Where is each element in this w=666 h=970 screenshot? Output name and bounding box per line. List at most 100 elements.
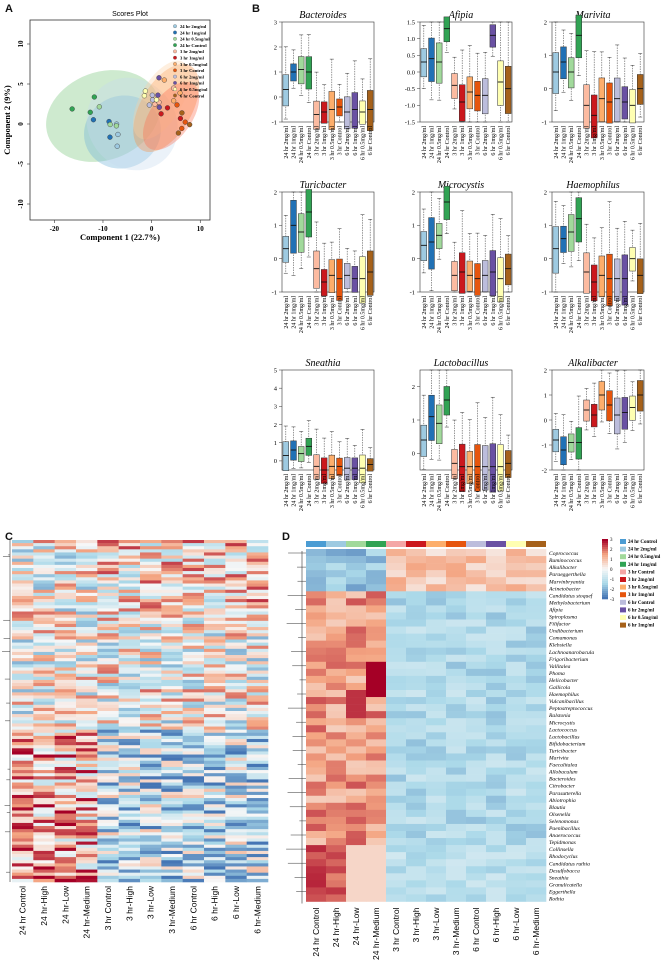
scores-ytick-label: 10 xyxy=(17,40,25,48)
heatmap-c-cell xyxy=(182,692,205,696)
heatmap-c-cell xyxy=(12,655,34,659)
heatmap-d-cell xyxy=(526,746,547,754)
heatmap-d-cell xyxy=(306,823,327,832)
heatmap-c-cell xyxy=(76,841,98,845)
boxplot-box xyxy=(482,445,489,491)
boxplot-box xyxy=(614,258,621,301)
boxplot-box xyxy=(328,259,335,293)
heatmap-c-cell xyxy=(12,630,34,634)
heatmap-c-cell xyxy=(33,636,55,640)
heatmap-c-cell xyxy=(246,711,269,715)
heatmap-c-cell xyxy=(182,732,205,737)
heatmap-d-cell xyxy=(386,633,407,641)
heatmap-d-cell xyxy=(466,852,487,860)
heatmap-c-cell xyxy=(54,679,77,684)
heatmap-c-cell xyxy=(182,816,205,821)
boxplot-group-label: 3 hr 1mg/ml xyxy=(460,296,466,326)
heatmap-c-cell xyxy=(140,838,162,842)
heatmap-c-cell xyxy=(161,667,183,671)
heatmap-c-cell xyxy=(54,726,77,730)
heatmap-c-cell xyxy=(97,658,119,662)
heatmap-d-cell xyxy=(306,838,327,846)
heatmap-c-cell xyxy=(161,599,183,603)
heatmap-c-cell xyxy=(76,567,98,572)
heatmap-c-cell xyxy=(182,714,205,718)
heatmap-c-cell xyxy=(225,754,247,758)
heatmap-c-cell xyxy=(161,558,183,563)
heatmap-c-cell xyxy=(97,586,119,591)
heatmap-c-cell xyxy=(161,720,183,724)
heatmap-c-cell xyxy=(225,816,247,821)
heatmap-c-cell xyxy=(225,655,247,659)
heatmap-d-cell xyxy=(326,668,347,677)
heatmap-c-cell xyxy=(97,872,119,877)
heatmap-c-cell xyxy=(161,816,183,821)
heatmap-c-cell xyxy=(12,798,34,802)
heatmap-c-cell xyxy=(54,878,77,883)
heatmap-d-cell xyxy=(406,873,427,881)
heatmap-d-row-label: Peptostreptococcus xyxy=(548,706,593,712)
heatmap-d-cell xyxy=(326,633,347,641)
heatmap-c-cell xyxy=(54,549,77,553)
heatmap-c-cell xyxy=(33,754,55,758)
boxplot-group-label: 6 hr 2mg/ml xyxy=(615,126,621,156)
heatmap-c-cell xyxy=(12,583,34,587)
boxplot-box xyxy=(637,258,644,294)
heatmap-c-cell xyxy=(140,648,162,653)
heatmap-c-cell xyxy=(140,595,162,600)
heatmap-c-cell xyxy=(12,770,34,774)
heatmap-c-cell xyxy=(33,745,55,749)
heatmap-c-cell xyxy=(76,832,98,836)
heatmap-c-cell xyxy=(118,627,141,631)
heatmap-d-cell xyxy=(446,866,467,874)
heatmap-d-scale-step xyxy=(602,593,608,596)
boxplot-group-label: 24 hr 0.5mg/ml xyxy=(299,296,305,333)
heatmap-c-cell xyxy=(118,872,141,877)
heatmap-c-cell xyxy=(161,673,183,678)
boxplot-frame xyxy=(281,369,375,471)
heatmap-d-cell xyxy=(506,563,527,571)
heatmap-d-cell xyxy=(366,781,387,789)
heatmap-d-cell xyxy=(426,556,447,564)
heatmap-d-cell xyxy=(306,697,327,705)
heatmap-c-cell xyxy=(182,651,205,656)
heatmap-c-cell xyxy=(76,816,98,821)
heatmap-c-cell xyxy=(33,608,55,612)
heatmap-c-cell xyxy=(33,664,55,668)
boxplot-group-label: 6 hr 2mg/ml xyxy=(483,126,489,156)
scores-point xyxy=(90,117,97,123)
heatmap-d-cell xyxy=(386,598,407,606)
heatmap-d-cell xyxy=(386,831,407,839)
heatmap-c-cell xyxy=(225,872,247,877)
heatmap-c-cell xyxy=(76,645,98,650)
heatmap-c-cell xyxy=(204,854,226,858)
heatmap-c-cell xyxy=(118,564,141,569)
heatmap-d-cell xyxy=(466,788,487,797)
heatmap-d-cell xyxy=(526,690,547,698)
heatmap-c-cell xyxy=(182,689,205,693)
heatmap-c-cell xyxy=(246,661,269,665)
boxplot-box xyxy=(351,457,358,480)
heatmap-c-cell xyxy=(140,860,162,864)
heatmap-d-cell xyxy=(406,760,427,768)
heatmap-c-cell xyxy=(97,623,119,628)
heatmap-c-cell xyxy=(118,592,141,597)
heatmap-c-cell xyxy=(246,540,269,544)
heatmap-c-cell xyxy=(161,571,183,575)
heatmap-c-cell xyxy=(33,670,55,674)
heatmap-c-cell xyxy=(12,608,34,612)
heatmap-c-cell xyxy=(140,723,162,727)
heatmap-c-cell xyxy=(246,857,269,861)
heatmap-c-cell xyxy=(204,670,226,674)
heatmap-d-cell xyxy=(346,887,367,895)
heatmap-d-cell xyxy=(526,718,547,726)
heatmap-c-cell xyxy=(97,779,119,783)
heatmap-c-cell xyxy=(118,714,141,718)
heatmap-c-cell xyxy=(140,829,162,833)
heatmap-d-cell xyxy=(446,682,467,691)
heatmap-c-cell xyxy=(118,748,141,752)
heatmap-c-cell xyxy=(76,742,98,746)
heatmap-d-cell xyxy=(386,852,407,860)
heatmap-c-cell xyxy=(246,863,269,867)
